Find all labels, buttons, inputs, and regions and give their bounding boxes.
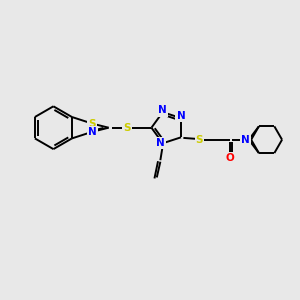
Text: N: N	[156, 138, 165, 148]
Text: S: S	[88, 118, 96, 129]
Text: S: S	[196, 135, 203, 145]
Text: N: N	[177, 111, 185, 121]
Text: O: O	[225, 153, 234, 163]
Text: N: N	[241, 135, 250, 145]
Text: S: S	[123, 123, 131, 133]
Text: N: N	[88, 127, 97, 137]
Text: N: N	[158, 105, 167, 116]
